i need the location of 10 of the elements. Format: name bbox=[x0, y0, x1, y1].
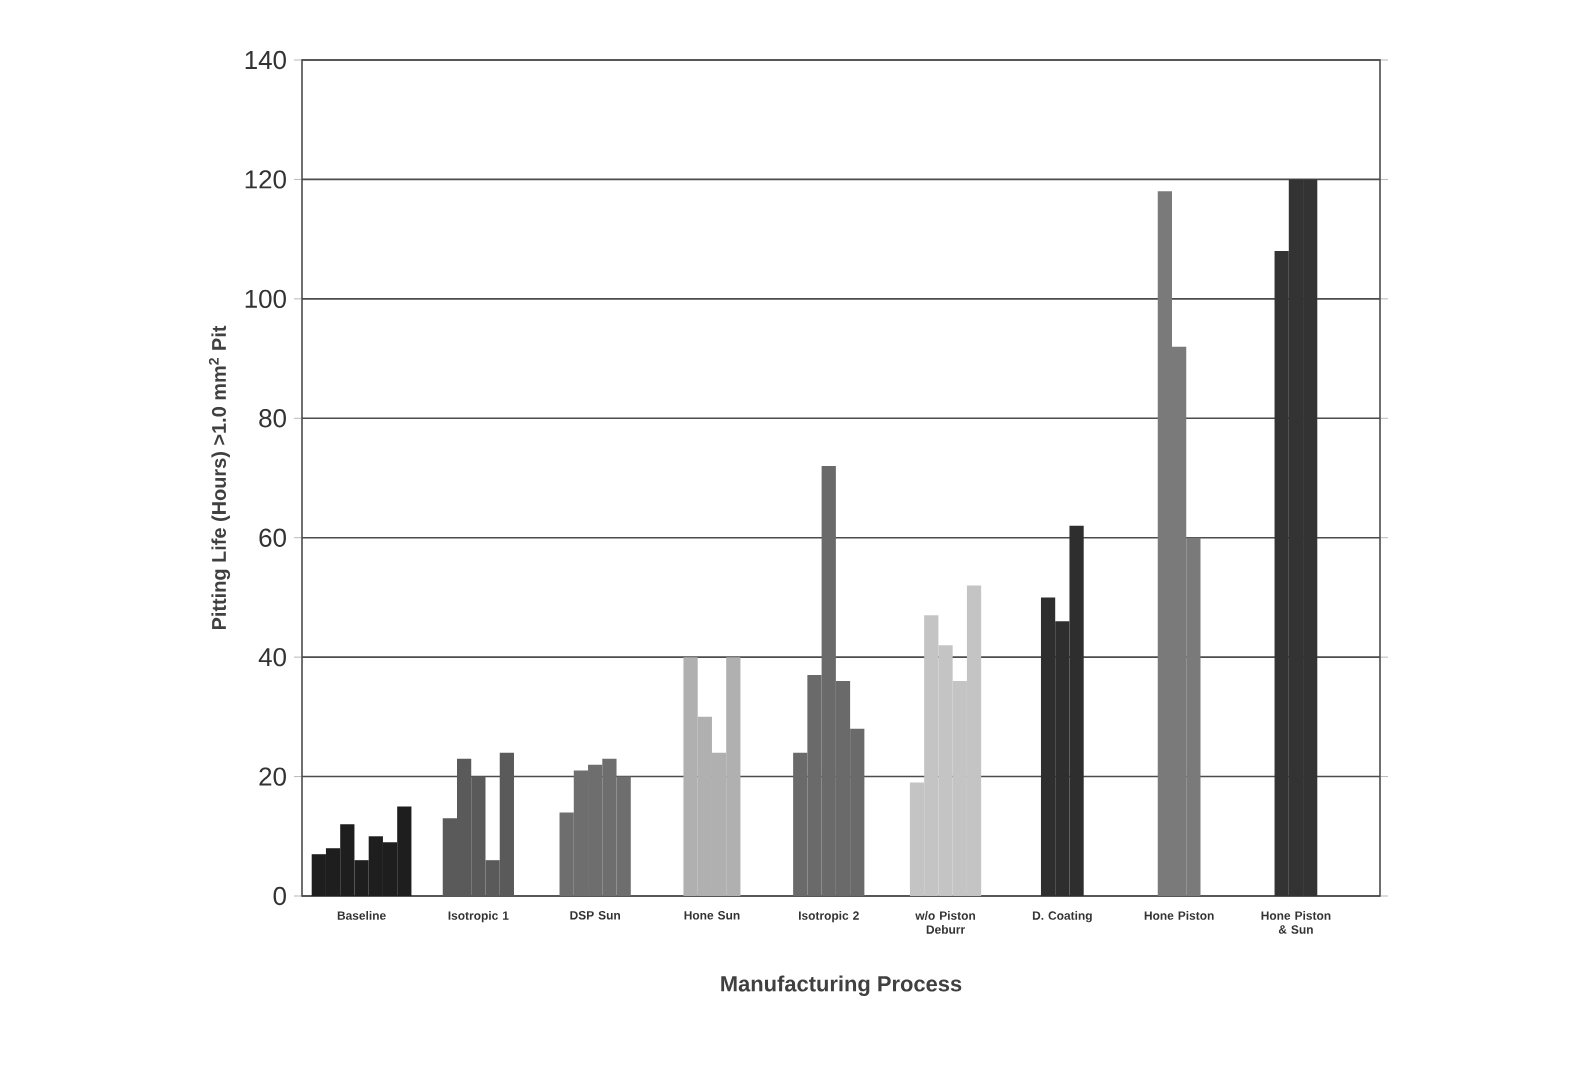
y-tick-label: 120 bbox=[245, 170, 286, 189]
y-tick-label: 40 bbox=[258, 647, 286, 667]
y-tick-label: 100 bbox=[245, 289, 286, 309]
y-tick-label: 80 bbox=[259, 409, 286, 428]
x-axis-title: Manufacturing Process bbox=[721, 975, 962, 996]
y-tick-label: 140 bbox=[245, 50, 286, 70]
y-tick-label: 0 bbox=[273, 886, 286, 906]
y-tick-label: 60 bbox=[259, 528, 286, 547]
y-tick-label: 20 bbox=[259, 767, 286, 786]
y-axis-title: Pitting Life (Hours) >1.0 mm$^{2}$ Pit bbox=[208, 325, 231, 630]
